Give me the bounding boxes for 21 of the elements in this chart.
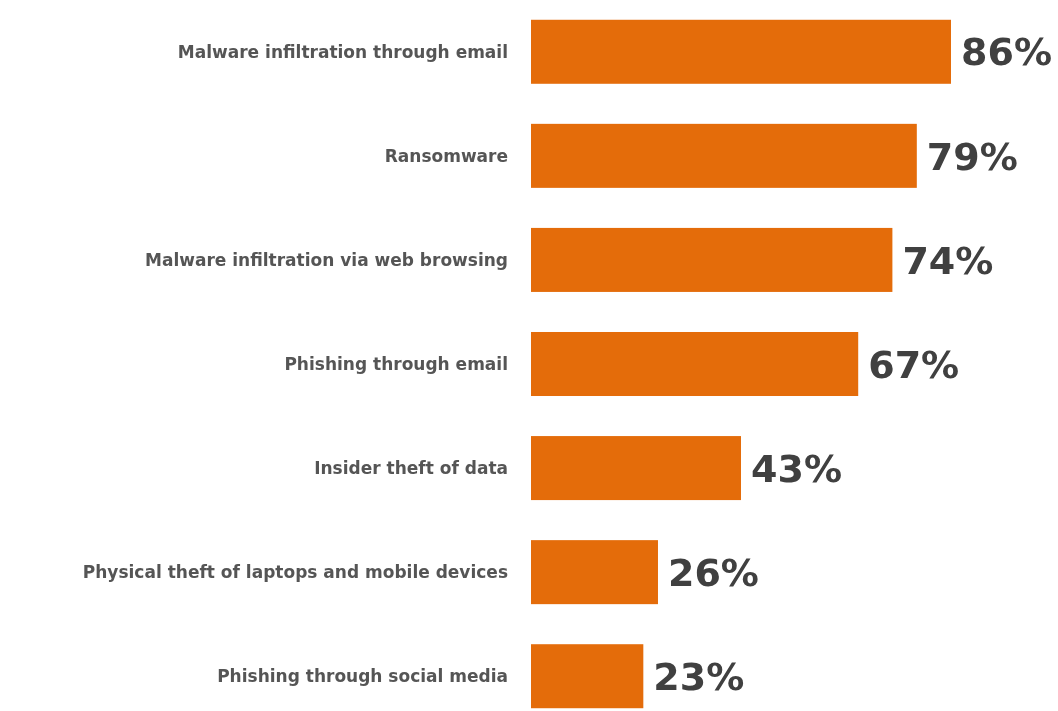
data-label: 86% (961, 30, 1052, 75)
data-label: 43% (751, 446, 842, 491)
y-tick-label: Insider theft of data (314, 458, 508, 479)
y-tick-label: Physical theft of laptops and mobile devices (82, 562, 508, 583)
bar (531, 540, 658, 605)
data-label: 79% (926, 134, 1018, 179)
data-label: 74% (902, 238, 994, 283)
y-tick-label: Phishing through email (284, 354, 508, 375)
bar (531, 436, 741, 501)
bar (531, 644, 644, 709)
bar (531, 123, 917, 188)
data-label: 67% (868, 342, 960, 387)
data-label: 23% (653, 654, 745, 699)
bar (531, 332, 859, 396)
y-tick-label: Malware infiltration via web browsing (145, 250, 508, 271)
y-tick-label: Malware infiltration through email (177, 41, 508, 62)
data-label: 26% (667, 550, 759, 595)
bar (531, 19, 951, 84)
y-tick-label: Phishing through social media (217, 666, 508, 687)
bar (531, 227, 893, 292)
y-tick-label: Ransomware (384, 145, 508, 166)
